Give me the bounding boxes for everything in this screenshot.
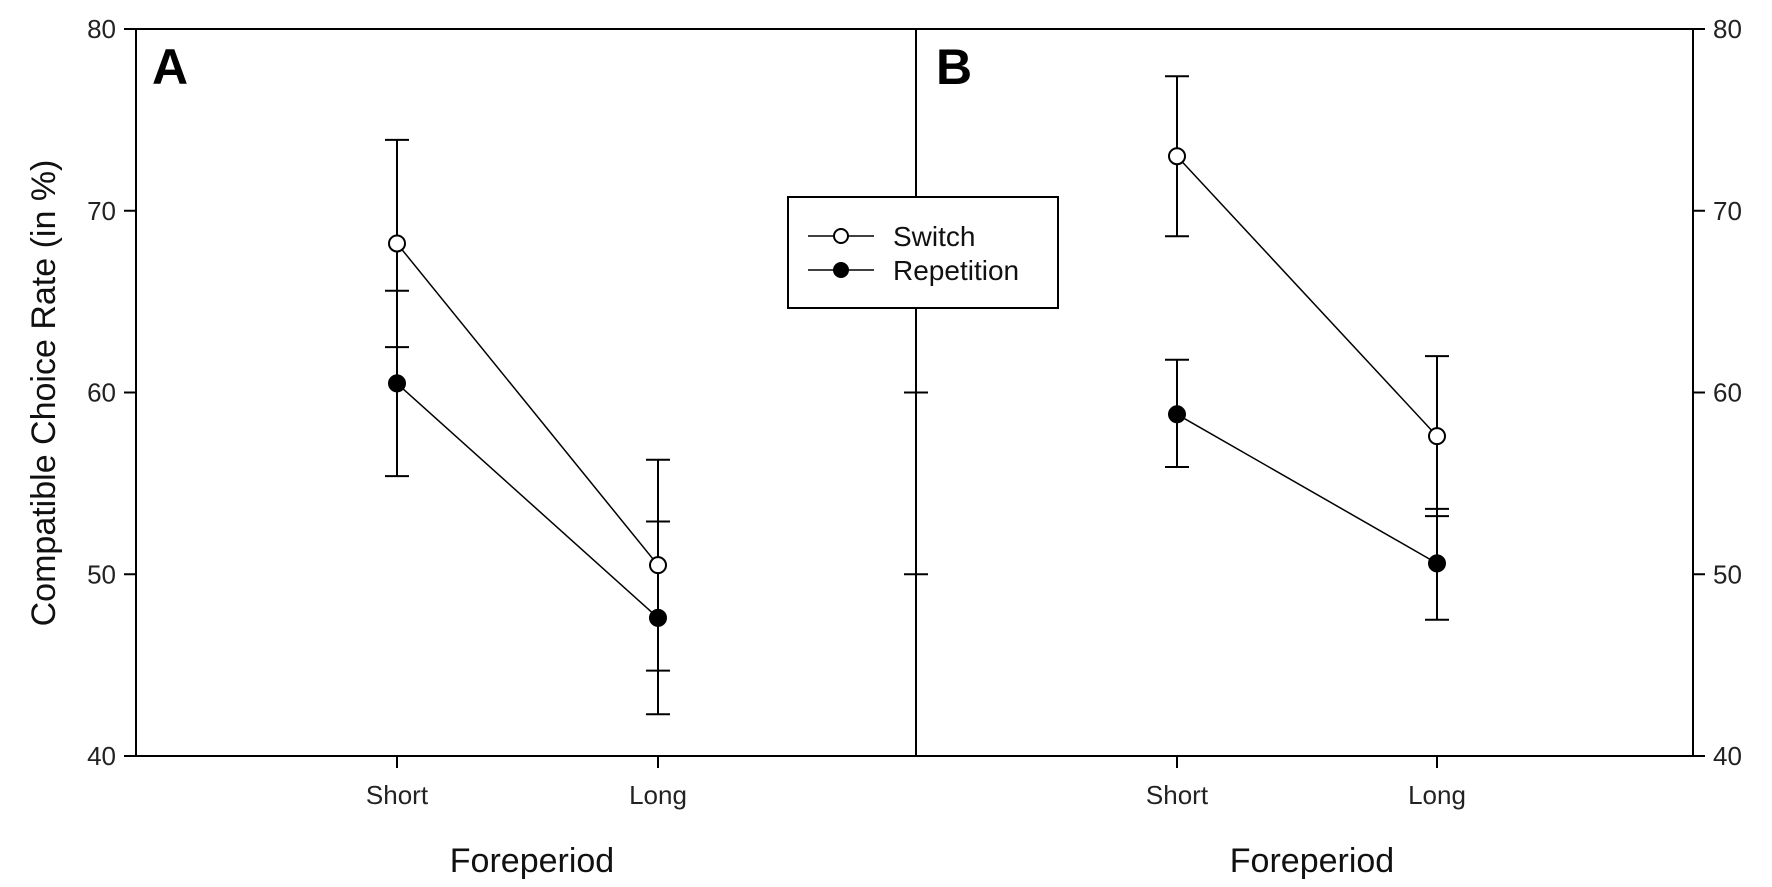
legend-label-switch: Switch xyxy=(893,221,975,252)
x-axis-title-a: Foreperiod xyxy=(450,842,614,880)
panel-a-xtick-label: Short xyxy=(366,780,429,810)
panel-b-xtick-label: Long xyxy=(1408,780,1466,810)
panel-a-point-switch xyxy=(649,556,667,575)
legend-box xyxy=(787,196,1059,309)
panel-b-point-repetition xyxy=(1168,405,1186,424)
panel-a-frame xyxy=(135,28,917,757)
panel-b-ytick-label: 40 xyxy=(1713,741,1742,771)
panel-a-point-repetition xyxy=(649,608,667,627)
panel-b-ytick-label: 60 xyxy=(1713,378,1742,408)
panel-b-line-switch xyxy=(1176,155,1438,437)
panel-a-ytick-label: 80 xyxy=(87,14,116,44)
panel-b-xtick-label: Short xyxy=(1146,780,1209,810)
legend-marker-repetition xyxy=(833,262,849,278)
legend-label-repetition: Repetition xyxy=(893,255,1019,286)
panel-b-point-switch xyxy=(1428,427,1446,446)
legend-marker-switch xyxy=(833,228,849,244)
marks-layer xyxy=(385,75,1449,716)
panel-b-point-switch xyxy=(1168,147,1186,166)
panel-b-ytick-label: 70 xyxy=(1713,196,1742,226)
panel-b-line-repetition xyxy=(1176,413,1438,564)
panel-a-line-switch xyxy=(396,242,659,566)
panel-a-ytick-label: 40 xyxy=(87,741,116,771)
panel-b-label: B xyxy=(936,39,972,95)
panel-a-label: A xyxy=(152,39,188,95)
panel-b-point-repetition xyxy=(1428,554,1446,573)
y-axis-title: Compatible Choice Rate (in %) xyxy=(25,160,63,627)
panel-a-ytick-label: 70 xyxy=(87,196,116,226)
panel-a-ytick-label: 60 xyxy=(87,378,116,408)
panel-a-line-repetition xyxy=(396,382,659,619)
panel-a-xtick-label: Long xyxy=(629,780,687,810)
x-axis-title-b: Foreperiod xyxy=(1230,842,1394,880)
panel-a-ytick-label: 50 xyxy=(87,559,116,589)
panel-b-ytick-label: 80 xyxy=(1713,14,1742,44)
panel-a-point-repetition xyxy=(388,374,406,393)
panel-b-ytick-label: 50 xyxy=(1713,559,1742,589)
panel-a-point-switch xyxy=(388,234,406,253)
axes-layer: 40 50 60 70 80 Short Long 40 50 60 70 80 Short Long xyxy=(87,14,1742,810)
legend: Switch Repetition xyxy=(787,196,1059,309)
panel-b-frame xyxy=(915,28,1694,757)
